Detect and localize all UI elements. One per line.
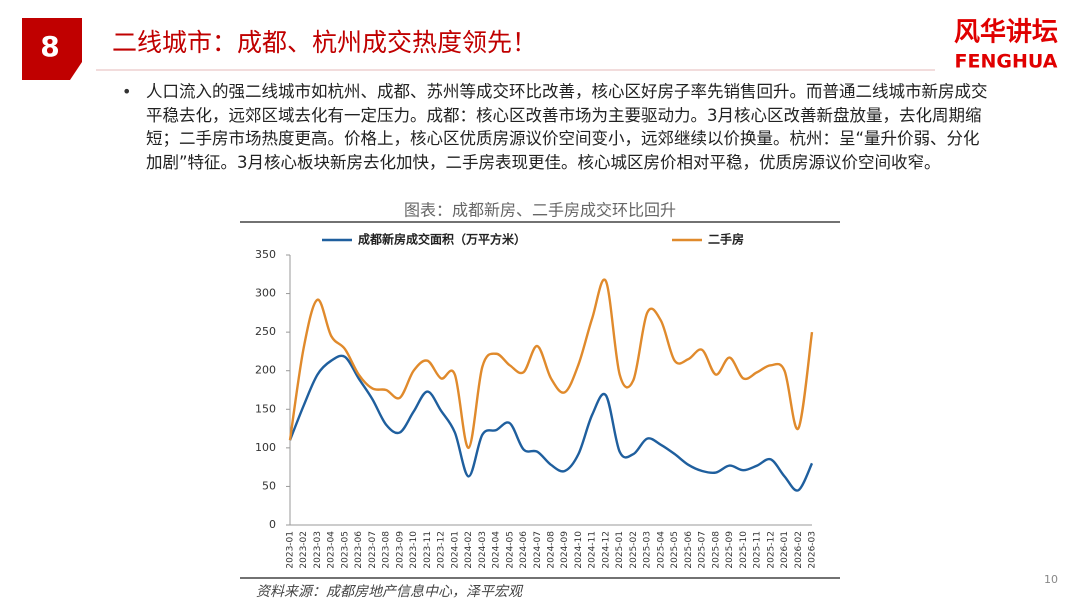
x-tick-label: 2024-03 — [478, 531, 488, 569]
x-tick-label: 2025-06 — [684, 531, 694, 569]
slide-title: 二线城市：成都、杭州成交热度领先！ — [112, 28, 537, 57]
x-tick-label: 2024-02 — [464, 531, 474, 569]
x-tick-label: 2024-12 — [601, 531, 611, 569]
y-tick-label: 300 — [255, 287, 276, 300]
x-tick-label: 2024-06 — [519, 531, 529, 569]
x-tick-label: 2026-01 — [780, 531, 790, 569]
logo-cn: 风华讲坛 — [954, 17, 1058, 48]
x-tick-label: 2023-03 — [313, 531, 323, 569]
x-tick-label: 2023-11 — [423, 531, 433, 569]
x-tick-label: 2023-05 — [340, 531, 350, 569]
x-tick-label: 2024-11 — [588, 531, 598, 569]
x-tick-label: 2025-07 — [698, 531, 708, 569]
x-tick-label: 2025-04 — [656, 531, 666, 569]
x-tick-label: 2023-04 — [327, 531, 337, 569]
logo-en: FENGHUA — [955, 51, 1058, 73]
x-tick-label: 2024-04 — [492, 531, 502, 569]
x-tick-label: 2024-08 — [547, 531, 557, 569]
x-tick-label: 2023-06 — [354, 531, 364, 569]
x-tick-label: 2024-01 — [450, 531, 460, 569]
x-tick-label: 2025-03 — [643, 531, 653, 569]
x-tick-label: 2026-03 — [808, 531, 818, 569]
x-tick-label: 2023-07 — [368, 531, 378, 569]
x-tick-label: 2024-10 — [574, 531, 584, 569]
bullet-marker: • — [122, 82, 132, 101]
legend-label: 成都新房成交面积（万平方米） — [358, 232, 526, 247]
x-tick-label: 2025-05 — [670, 531, 680, 569]
x-tick-label: 2024-07 — [533, 531, 543, 569]
series-line — [288, 354, 814, 492]
legend-label: 二手房 — [708, 232, 744, 247]
series-line — [288, 278, 814, 450]
x-tick-label: 2023-02 — [299, 531, 309, 569]
page-number: 10 — [1044, 573, 1058, 586]
y-tick-label: 150 — [255, 402, 276, 415]
x-tick-label: 2023-09 — [395, 531, 405, 569]
x-tick-label: 2025-02 — [629, 531, 639, 569]
x-tick-label: 2026-02 — [794, 531, 804, 569]
y-tick-label: 250 — [255, 325, 276, 338]
x-tick-label: 2025-10 — [739, 531, 749, 569]
x-tick-label: 2025-08 — [711, 531, 721, 569]
y-tick-label: 200 — [255, 364, 276, 377]
y-tick-label: 0 — [269, 518, 276, 531]
chart-title: 图表：成都新房、二手房成交环比回升 — [404, 201, 676, 220]
x-tick-label: 2023-08 — [382, 531, 392, 569]
y-tick-label: 350 — [255, 248, 276, 261]
badge — [22, 18, 82, 80]
bullet-text: 人口流入的强二线城市如杭州、成都、苏州等成交环比改善，核心区好房子率先销售回升。… — [146, 82, 988, 172]
x-tick-label: 2023-01 — [286, 531, 296, 569]
y-tick-label: 100 — [255, 441, 276, 454]
x-tick-label: 2025-11 — [753, 531, 763, 569]
x-tick-label: 2025-01 — [615, 531, 625, 569]
y-tick-label: 50 — [262, 479, 276, 492]
source: 资料来源：成都房地产信息中心，泽平宏观 — [256, 584, 524, 600]
x-tick-label: 2024-05 — [505, 531, 515, 569]
x-tick-label: 2025-12 — [766, 531, 776, 569]
x-tick-label: 2025-09 — [725, 531, 735, 569]
x-tick-label: 2024-09 — [560, 531, 570, 569]
badge-number: 8 — [40, 30, 59, 63]
x-tick-label: 2023-10 — [409, 531, 419, 569]
x-tick-label: 2023-12 — [437, 531, 447, 569]
